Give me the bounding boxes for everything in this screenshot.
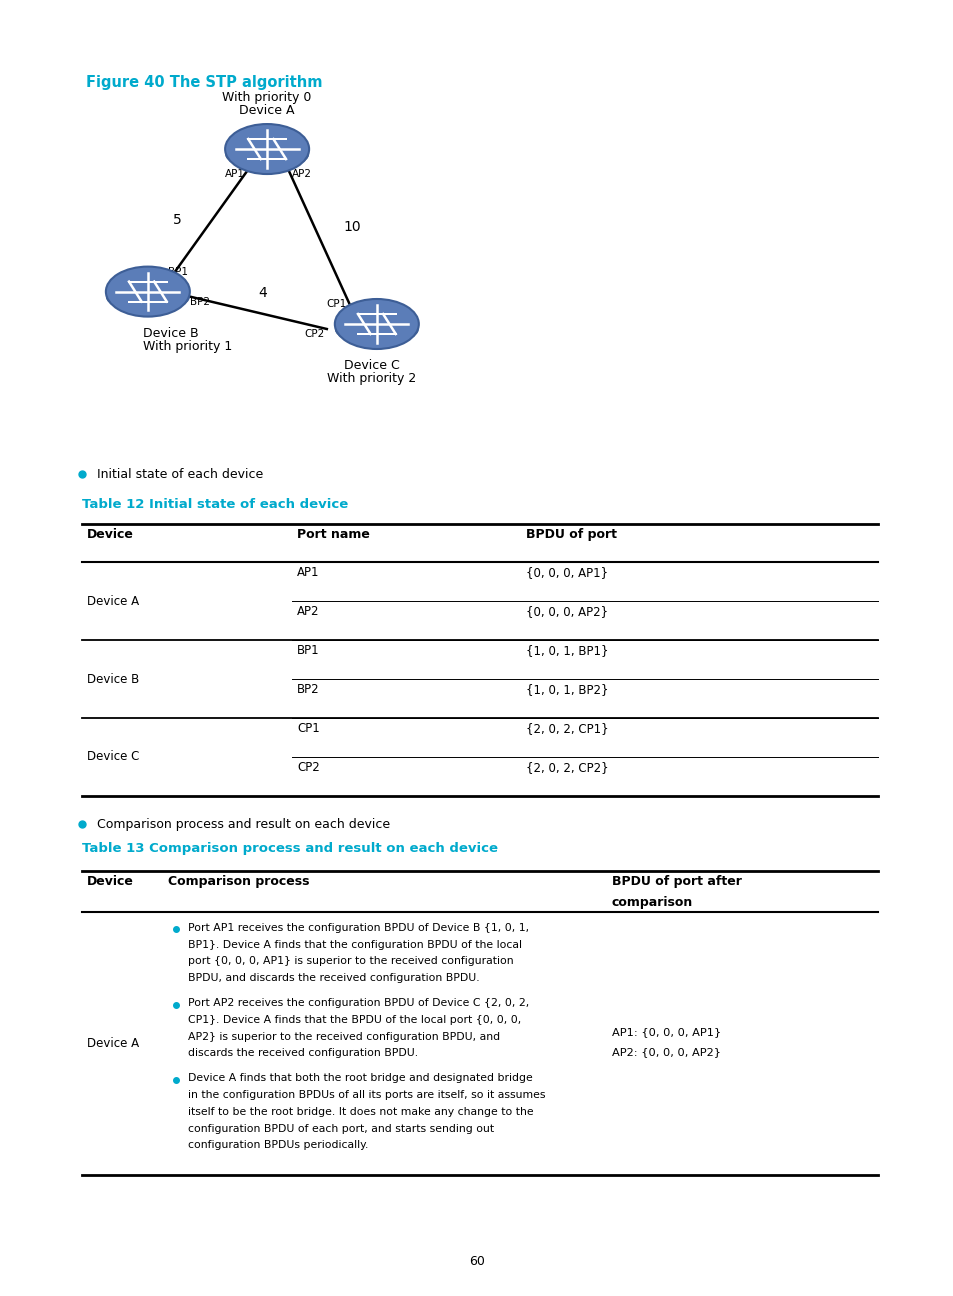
Text: BPDU of port after: BPDU of port after bbox=[611, 875, 740, 888]
Text: Device C: Device C bbox=[87, 750, 139, 763]
Text: itself to be the root bridge. It does not make any change to the: itself to be the root bridge. It does no… bbox=[188, 1107, 533, 1117]
Text: Device: Device bbox=[87, 527, 133, 540]
Text: Initial state of each device: Initial state of each device bbox=[97, 468, 263, 481]
Text: in the configuration BPDUs of all its ports are itself, so it assumes: in the configuration BPDUs of all its po… bbox=[188, 1090, 545, 1100]
Text: AP2} is superior to the received configuration BPDU, and: AP2} is superior to the received configu… bbox=[188, 1032, 499, 1042]
Text: Device B: Device B bbox=[143, 327, 198, 340]
Text: {0, 0, 0, AP1}: {0, 0, 0, AP1} bbox=[525, 566, 607, 579]
Text: BP1}. Device A finds that the configuration BPDU of the local: BP1}. Device A finds that the configurat… bbox=[188, 940, 521, 950]
Text: 4: 4 bbox=[257, 286, 267, 299]
Text: configuration BPDUs periodically.: configuration BPDUs periodically. bbox=[188, 1140, 368, 1151]
Text: CP2: CP2 bbox=[304, 329, 324, 340]
Text: Table 13 Comparison process and result on each device: Table 13 Comparison process and result o… bbox=[82, 842, 497, 855]
Text: Device A: Device A bbox=[87, 595, 139, 608]
Text: BP2: BP2 bbox=[296, 683, 319, 696]
Text: Figure 40 The STP algorithm: Figure 40 The STP algorithm bbox=[86, 75, 322, 91]
Text: Port AP2 receives the configuration BPDU of Device C {2, 0, 2,: Port AP2 receives the configuration BPDU… bbox=[188, 998, 529, 1008]
Text: CP1: CP1 bbox=[296, 722, 319, 735]
Text: configuration BPDU of each port, and starts sending out: configuration BPDU of each port, and sta… bbox=[188, 1124, 494, 1134]
Text: Device: Device bbox=[87, 875, 133, 888]
Ellipse shape bbox=[225, 137, 309, 170]
Text: BP2: BP2 bbox=[190, 297, 210, 307]
Text: Port AP1 receives the configuration BPDU of Device B {1, 0, 1,: Port AP1 receives the configuration BPDU… bbox=[188, 923, 529, 933]
Ellipse shape bbox=[335, 312, 418, 345]
Text: BP1: BP1 bbox=[168, 267, 188, 276]
Text: With priority 1: With priority 1 bbox=[143, 340, 232, 353]
Ellipse shape bbox=[335, 299, 418, 349]
Text: {0, 0, 0, AP2}: {0, 0, 0, AP2} bbox=[525, 605, 607, 618]
Text: 5: 5 bbox=[172, 214, 182, 227]
Text: Device A: Device A bbox=[87, 1037, 139, 1051]
Text: 10: 10 bbox=[343, 219, 360, 233]
Text: Device C: Device C bbox=[344, 359, 399, 372]
Text: BPDU, and discards the received configuration BPDU.: BPDU, and discards the received configur… bbox=[188, 973, 479, 984]
Text: CP1: CP1 bbox=[326, 299, 347, 308]
Text: With priority 2: With priority 2 bbox=[327, 372, 416, 385]
Text: port {0, 0, 0, AP1} is superior to the received configuration: port {0, 0, 0, AP1} is superior to the r… bbox=[188, 956, 513, 967]
Text: AP1: AP1 bbox=[225, 168, 245, 179]
Ellipse shape bbox=[106, 280, 190, 312]
Text: comparison: comparison bbox=[611, 896, 692, 908]
Text: AP2: {0, 0, 0, AP2}: AP2: {0, 0, 0, AP2} bbox=[611, 1047, 720, 1058]
Text: Comparison process: Comparison process bbox=[168, 875, 310, 888]
Text: Port name: Port name bbox=[296, 527, 370, 540]
Text: Device A finds that both the root bridge and designated bridge: Device A finds that both the root bridge… bbox=[188, 1073, 532, 1083]
Ellipse shape bbox=[106, 267, 190, 316]
Text: CP1}. Device A finds that the BPDU of the local port {0, 0, 0,: CP1}. Device A finds that the BPDU of th… bbox=[188, 1015, 520, 1025]
Text: {1, 0, 1, BP1}: {1, 0, 1, BP1} bbox=[525, 644, 608, 657]
Text: AP1: {0, 0, 0, AP1}: AP1: {0, 0, 0, AP1} bbox=[611, 1026, 720, 1037]
Ellipse shape bbox=[225, 124, 309, 174]
Text: Table 12 Initial state of each device: Table 12 Initial state of each device bbox=[82, 498, 348, 511]
Text: Device A: Device A bbox=[239, 104, 294, 117]
Text: Comparison process and result on each device: Comparison process and result on each de… bbox=[97, 818, 390, 831]
Text: {2, 0, 2, CP2}: {2, 0, 2, CP2} bbox=[525, 761, 608, 774]
Text: Device B: Device B bbox=[87, 673, 139, 686]
Text: AP1: AP1 bbox=[296, 566, 319, 579]
Text: BP1: BP1 bbox=[296, 644, 319, 657]
Text: CP2: CP2 bbox=[296, 761, 319, 774]
Text: 60: 60 bbox=[469, 1255, 484, 1267]
Text: {1, 0, 1, BP2}: {1, 0, 1, BP2} bbox=[525, 683, 608, 696]
Text: BPDU of port: BPDU of port bbox=[525, 527, 617, 540]
Text: AP2: AP2 bbox=[292, 168, 312, 179]
Text: AP2: AP2 bbox=[296, 605, 319, 618]
Text: With priority 0: With priority 0 bbox=[222, 91, 312, 104]
Text: {2, 0, 2, CP1}: {2, 0, 2, CP1} bbox=[525, 722, 608, 735]
Text: discards the received configuration BPDU.: discards the received configuration BPDU… bbox=[188, 1048, 417, 1059]
